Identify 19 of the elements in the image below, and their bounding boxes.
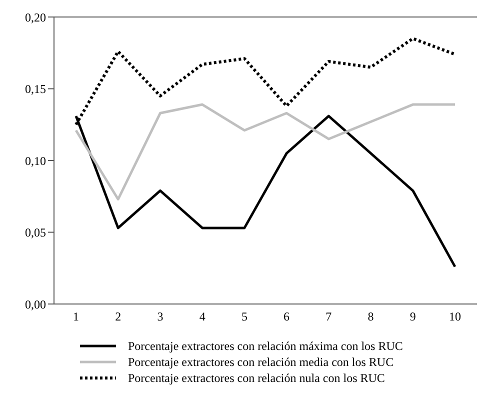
x-tick-label: 3 bbox=[157, 310, 164, 324]
legend-label: Porcentaje extractores con relación nula con los RUC bbox=[128, 370, 385, 386]
y-tick-label: 0,20 bbox=[25, 10, 46, 24]
x-tick-label: 7 bbox=[326, 310, 332, 324]
y-tick-label: 0,15 bbox=[25, 82, 46, 96]
y-tick-label: 0,00 bbox=[25, 297, 46, 312]
y-tick-label: 0,10 bbox=[25, 154, 46, 168]
legend-label: Porcentaje extractores con relación máxima con los RUC bbox=[128, 338, 403, 354]
x-tick-label: 10 bbox=[449, 310, 461, 324]
legend-label: Porcentaje extractores con relación media con los RUC bbox=[128, 354, 394, 370]
line-series bbox=[74, 103, 456, 200]
x-tick-label: 2 bbox=[115, 310, 122, 324]
y-tick-label: 0,05 bbox=[25, 226, 46, 240]
x-tick-label: 5 bbox=[241, 310, 248, 324]
x-tick-label: 9 bbox=[410, 310, 416, 324]
x-tick-label: 4 bbox=[199, 310, 206, 324]
x-tick-label: 6 bbox=[284, 310, 290, 324]
x-tick-label: 8 bbox=[368, 310, 374, 324]
x-tick-label: 1 bbox=[73, 310, 79, 324]
